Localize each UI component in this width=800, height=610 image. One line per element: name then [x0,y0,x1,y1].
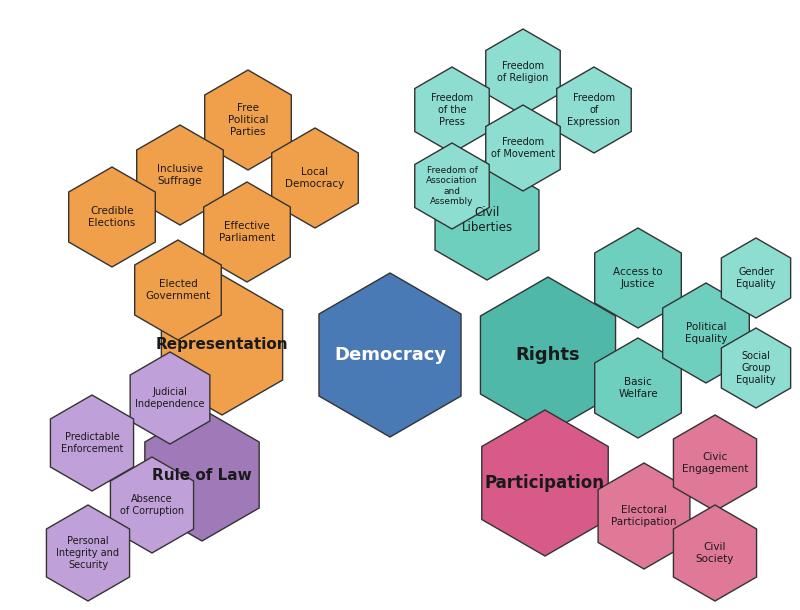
Text: Rights: Rights [516,346,580,364]
Polygon shape [110,457,194,553]
Text: Free
Political
Parties: Free Political Parties [228,104,268,137]
Text: Freedom
of
Expression: Freedom of Expression [567,93,621,127]
Polygon shape [722,238,790,318]
Text: Representation: Representation [156,337,288,353]
Polygon shape [319,273,461,437]
Text: Participation: Participation [485,474,605,492]
Polygon shape [722,328,790,408]
Text: Basic
Welfare: Basic Welfare [618,377,658,399]
Polygon shape [130,352,210,444]
Text: Predictable
Enforcement: Predictable Enforcement [61,432,123,454]
Text: Social
Group
Equality: Social Group Equality [736,351,776,384]
Text: Absence
of Corruption: Absence of Corruption [120,494,184,516]
Text: Political
Equality: Political Equality [685,322,727,344]
Polygon shape [69,167,155,267]
Polygon shape [557,67,631,153]
Polygon shape [414,143,490,229]
Polygon shape [134,240,222,340]
Polygon shape [594,228,682,328]
Polygon shape [162,275,282,415]
Text: Democracy: Democracy [334,346,446,364]
Text: Access to
Justice: Access to Justice [613,267,663,289]
Polygon shape [50,395,134,491]
Text: Personal
Integrity and
Security: Personal Integrity and Security [57,536,119,570]
Polygon shape [674,415,757,511]
Text: Gender
Equality: Gender Equality [736,267,776,289]
Polygon shape [662,283,750,383]
Polygon shape [481,277,615,433]
Text: Civil
Society: Civil Society [696,542,734,564]
Polygon shape [204,182,290,282]
Text: Rule of Law: Rule of Law [152,467,252,483]
Polygon shape [482,410,608,556]
Polygon shape [674,505,757,601]
Text: Freedom
of Religion: Freedom of Religion [498,61,549,83]
Polygon shape [137,125,223,225]
Polygon shape [272,128,358,228]
Polygon shape [594,338,682,438]
Polygon shape [46,505,130,601]
Text: Freedom
of the
Press: Freedom of the Press [431,93,473,127]
Text: Freedom
of Movement: Freedom of Movement [491,137,555,159]
Polygon shape [145,409,259,541]
Polygon shape [205,70,291,170]
Text: Inclusive
Suffrage: Inclusive Suffrage [157,164,203,186]
Polygon shape [435,160,539,280]
Polygon shape [598,463,690,569]
Polygon shape [414,67,490,153]
Text: Civic
Engagement: Civic Engagement [682,452,748,474]
Text: Civil
Liberties: Civil Liberties [462,206,513,234]
Text: Elected
Government: Elected Government [146,279,210,301]
Polygon shape [486,29,560,115]
Polygon shape [486,105,560,191]
Text: Local
Democracy: Local Democracy [286,167,345,189]
Text: Credible
Elections: Credible Elections [88,206,136,228]
Text: Electoral
Participation: Electoral Participation [611,505,677,527]
Text: Judicial
Independence: Judicial Independence [135,387,205,409]
Text: Effective
Parliament: Effective Parliament [219,221,275,243]
Text: Freedom of
Association
and
Assembly: Freedom of Association and Assembly [426,166,478,206]
